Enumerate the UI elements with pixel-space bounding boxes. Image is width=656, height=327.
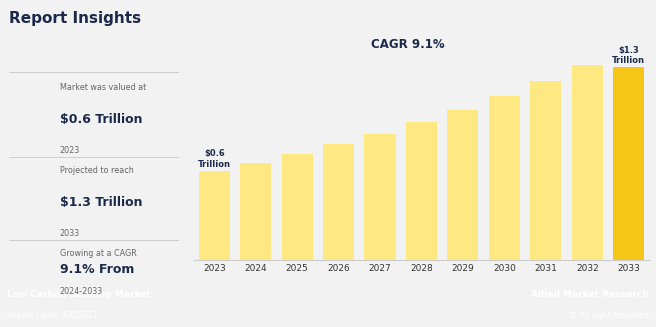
Text: $1.3 Trillion: $1.3 Trillion: [60, 196, 142, 209]
Bar: [489, 96, 520, 260]
Bar: [530, 81, 562, 260]
Text: Projected to reach: Projected to reach: [60, 166, 134, 175]
Text: 2033: 2033: [60, 229, 80, 238]
Text: Allied Market Research: Allied Market Research: [531, 289, 649, 299]
Bar: [199, 171, 230, 260]
Bar: [281, 154, 313, 260]
Bar: [447, 110, 478, 260]
Text: 2023: 2023: [60, 146, 80, 155]
Text: Low Carbon Building Market: Low Carbon Building Market: [7, 289, 150, 299]
Text: $0.6 Trillion: $0.6 Trillion: [60, 113, 142, 126]
Text: $0.6
Trillion: $0.6 Trillion: [197, 149, 231, 169]
Text: © All right reserved: © All right reserved: [569, 311, 649, 320]
Text: 9.1% From: 9.1% From: [60, 263, 134, 276]
Bar: [240, 163, 271, 260]
Bar: [323, 145, 354, 260]
Bar: [572, 65, 603, 260]
Bar: [613, 67, 644, 260]
Text: Report Insights: Report Insights: [9, 11, 142, 26]
Bar: [406, 122, 437, 260]
Text: Report Code: A325511: Report Code: A325511: [7, 311, 98, 320]
Text: $1.3
Trillion: $1.3 Trillion: [612, 45, 646, 65]
Text: Growing at a CAGR: Growing at a CAGR: [60, 249, 136, 258]
Bar: [365, 134, 396, 260]
Text: 2024-2033: 2024-2033: [60, 287, 103, 296]
Text: Market was valued at: Market was valued at: [60, 83, 146, 92]
Text: CAGR 9.1%: CAGR 9.1%: [371, 38, 445, 51]
